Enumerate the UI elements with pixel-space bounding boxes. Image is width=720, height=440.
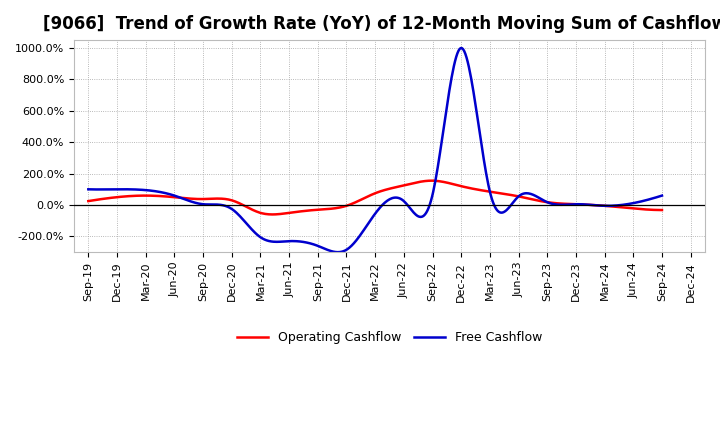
Operating Cashflow <box>358 197 366 202</box>
Free Cashflow <box>557 202 565 207</box>
Operating Cashflow <box>657 207 666 213</box>
Free Cashflow <box>456 45 465 51</box>
Free Cashflow <box>646 196 654 202</box>
Line: Operating Cashflow: Operating Cashflow <box>89 181 662 214</box>
Operating Cashflow <box>84 198 93 204</box>
Operating Cashflow <box>646 207 654 213</box>
Legend: Operating Cashflow, Free Cashflow: Operating Cashflow, Free Cashflow <box>232 326 547 349</box>
Free Cashflow <box>361 225 369 231</box>
Free Cashflow <box>358 230 366 235</box>
Operating Cashflow <box>428 178 436 183</box>
Free Cashflow <box>395 196 404 201</box>
Free Cashflow <box>84 187 93 192</box>
Free Cashflow <box>657 193 666 198</box>
Operating Cashflow <box>268 212 276 217</box>
Operating Cashflow <box>426 178 435 183</box>
Title: [9066]  Trend of Growth Rate (YoY) of 12-Month Moving Sum of Cashflows: [9066] Trend of Growth Rate (YoY) of 12-… <box>42 15 720 33</box>
Free Cashflow <box>426 198 435 204</box>
Operating Cashflow <box>395 183 404 189</box>
Operating Cashflow <box>361 195 369 200</box>
Free Cashflow <box>333 249 342 255</box>
Line: Free Cashflow: Free Cashflow <box>89 48 662 252</box>
Operating Cashflow <box>557 201 565 206</box>
